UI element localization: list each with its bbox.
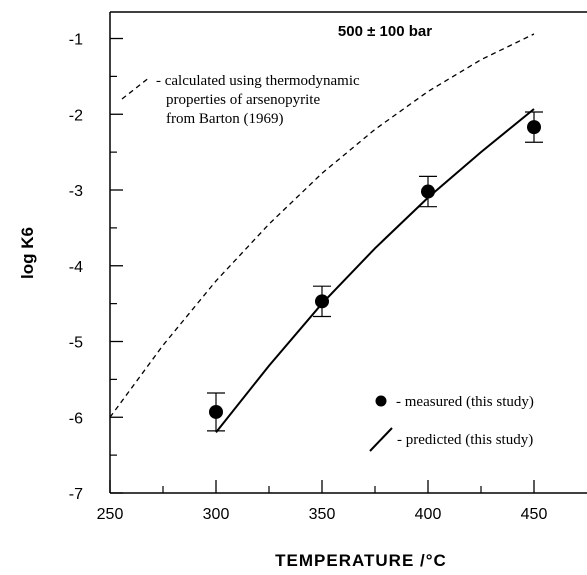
x-tick-label: 350 xyxy=(309,506,336,523)
legend-dashed-line-swatch xyxy=(121,76,151,100)
predicted-curve xyxy=(215,108,535,434)
y-tick-label: -5 xyxy=(69,335,83,352)
y-tick-label: -3 xyxy=(69,183,83,200)
x-tick-label: 450 xyxy=(521,506,548,523)
y-axis-title: log K6 xyxy=(18,227,37,279)
legend-dashed-label-line2: properties of arsenopyrite xyxy=(166,92,320,108)
data-points xyxy=(207,111,543,432)
legend-predicted-label: - predicted (this study) xyxy=(397,432,533,448)
y-tick-label: -6 xyxy=(69,410,83,427)
legend-predicted-line-swatch xyxy=(369,427,393,452)
axes xyxy=(109,11,587,494)
barton-calculated-curve xyxy=(109,33,535,418)
measured-point xyxy=(209,404,223,419)
x-axis-title: TEMPERATURE /°C xyxy=(275,551,447,570)
legend-dashed-label-line1: - calculated using thermodynamic xyxy=(156,73,360,89)
y-tick-label: -4 xyxy=(69,259,83,276)
legend-dashed: - calculated using thermodynamic propert… xyxy=(121,73,360,127)
measured-point xyxy=(421,184,435,199)
legend-measured-label: - measured (this study) xyxy=(396,394,534,410)
measured-point xyxy=(315,294,329,309)
curves xyxy=(109,33,535,434)
x-tick-label: 400 xyxy=(415,506,442,523)
measured-point xyxy=(527,120,541,135)
legend-dashed-label-line3: from Barton (1969) xyxy=(166,111,283,127)
ticks xyxy=(109,37,535,494)
y-tick-label: -2 xyxy=(69,107,83,124)
legend-measured-marker xyxy=(375,395,387,407)
chart-title: 500 ± 100 bar xyxy=(338,23,432,40)
legend-predicted: - predicted (this study) xyxy=(369,427,533,452)
tick-labels: 250 300 350 400 450 -1 -2 -3 -4 -5 -6 -7 xyxy=(69,32,548,523)
legend-measured: - measured (this study) xyxy=(375,394,534,410)
x-tick-label: 300 xyxy=(203,506,230,523)
x-tick-label: 250 xyxy=(97,506,124,523)
y-tick-label: -7 xyxy=(69,486,83,503)
y-tick-label: -1 xyxy=(69,32,83,49)
